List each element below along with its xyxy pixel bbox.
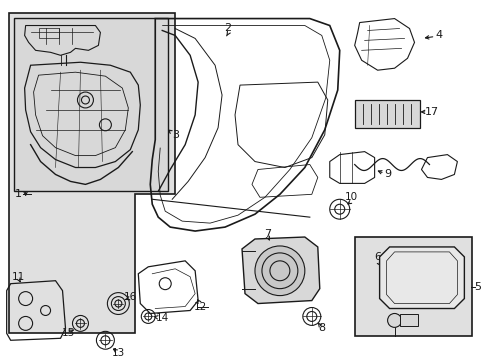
Polygon shape (379, 247, 464, 309)
Text: 1: 1 (15, 189, 22, 199)
Text: 10: 10 (345, 192, 358, 202)
Text: 2: 2 (224, 23, 231, 33)
Text: 16: 16 (123, 292, 137, 302)
Text: 3: 3 (171, 130, 178, 140)
Text: 9: 9 (383, 170, 390, 180)
Text: 11: 11 (12, 272, 25, 282)
Text: 4: 4 (435, 31, 442, 40)
Polygon shape (242, 237, 319, 303)
Circle shape (387, 314, 401, 327)
Text: 8: 8 (318, 323, 325, 333)
Bar (14, 18, 168, 192)
Bar (354, 237, 471, 336)
Bar (399, 315, 417, 327)
Text: 13: 13 (111, 348, 125, 358)
Bar (354, 100, 419, 128)
Circle shape (254, 246, 304, 296)
Text: 12: 12 (193, 302, 206, 311)
Polygon shape (9, 13, 175, 333)
Text: 15: 15 (62, 328, 75, 338)
Text: 14: 14 (155, 314, 168, 323)
Text: 5: 5 (473, 282, 480, 292)
Text: 17: 17 (424, 107, 438, 117)
Text: 6: 6 (373, 252, 380, 262)
Text: 7: 7 (264, 229, 271, 239)
Bar (39, 28, 59, 39)
